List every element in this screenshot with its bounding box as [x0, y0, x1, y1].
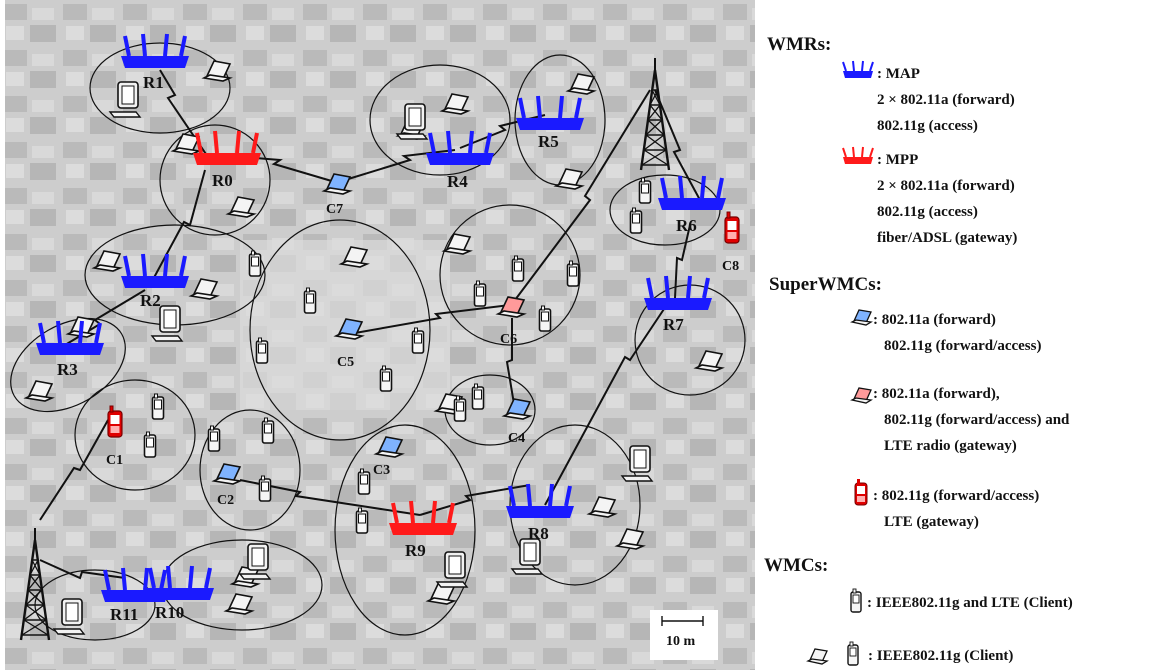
label-r11: R11 — [110, 605, 138, 624]
label-r6: R6 — [676, 216, 697, 235]
label-r7: R7 — [663, 315, 684, 334]
label-r9: R9 — [405, 541, 426, 560]
label-r4: R4 — [447, 172, 468, 191]
wmrs-title: WMRs: — [767, 34, 831, 55]
mpp-line-1: : MPP — [877, 152, 918, 168]
label-c5: C5 — [337, 355, 354, 370]
sw2-line-2: 802.11g (forward/access) and — [884, 412, 1070, 428]
wmc2-label: : IEEE802.11g (Client) — [868, 648, 1013, 664]
mpp-line-4: fiber/ADSL (gateway) — [877, 230, 1017, 246]
label-c4: C4 — [508, 431, 525, 446]
legend-panel: WMRs: : MAP 2 × 802.11a (forward) 802.11… — [764, 34, 1073, 666]
map-line-1: : MAP — [877, 66, 920, 82]
map-line-2: 2 × 802.11a (forward) — [877, 92, 1015, 108]
sw1-line-2: 802.11g (forward/access) — [884, 338, 1041, 354]
sw2-line-3: LTE radio (gateway) — [884, 438, 1017, 454]
label-c1: C1 — [106, 453, 123, 468]
map-line-3: 802.11g (access) — [877, 118, 978, 134]
mpp-router-icon — [842, 146, 874, 165]
map-router-icon — [842, 60, 874, 79]
lte-phone-c8-icon — [724, 211, 740, 244]
wireless-links — [39, 69, 701, 580]
network-map: R1 R0 R2 R3 R4 R5 R6 R7 R8 R9 R10 R11 C7… — [5, 0, 755, 670]
label-r10: R10 — [155, 603, 184, 622]
label-r5: R5 — [538, 132, 559, 151]
superwmc-red-laptop-icon — [851, 387, 872, 404]
sw3-line-1: : 802.11g (forward/access) — [873, 488, 1039, 504]
wmc1-label: : IEEE802.11g and LTE (Client) — [867, 595, 1073, 611]
lte-phone-c1-icon — [107, 405, 123, 438]
wmc-laptop-icon — [807, 648, 828, 665]
wmc-phone-icon — [847, 641, 859, 666]
sw2-line-1: : 802.11a (forward), — [873, 386, 1000, 402]
mpp-line-3: 802.11g (access) — [877, 204, 978, 220]
scale-bar: 10 m — [650, 610, 718, 660]
sw1-line-1: : 802.11a (forward) — [873, 312, 996, 328]
superwmcs-title: SuperWMCs: — [769, 274, 882, 295]
label-r1: R1 — [143, 73, 164, 92]
superwmc-lte-phone-icon — [854, 479, 868, 506]
label-c3: C3 — [373, 463, 390, 478]
label-c7: C7 — [326, 202, 343, 217]
label-r3: R3 — [57, 360, 78, 379]
mpp-line-2: 2 × 802.11a (forward) — [877, 178, 1015, 194]
label-r0: R0 — [212, 171, 233, 190]
scale-label: 10 m — [666, 634, 696, 649]
sw3-line-2: LTE (gateway) — [884, 514, 979, 530]
superwmc-blue-laptop-icon — [851, 309, 872, 326]
label-c8: C8 — [722, 259, 739, 274]
label-r8: R8 — [528, 524, 549, 543]
wmcs-title: WMCs: — [764, 555, 828, 576]
label-r2: R2 — [140, 291, 161, 310]
wmc-phone-icon — [850, 588, 862, 613]
label-c2: C2 — [217, 493, 234, 508]
coverage-areas — [10, 42, 746, 641]
label-c6: C6 — [500, 332, 517, 347]
